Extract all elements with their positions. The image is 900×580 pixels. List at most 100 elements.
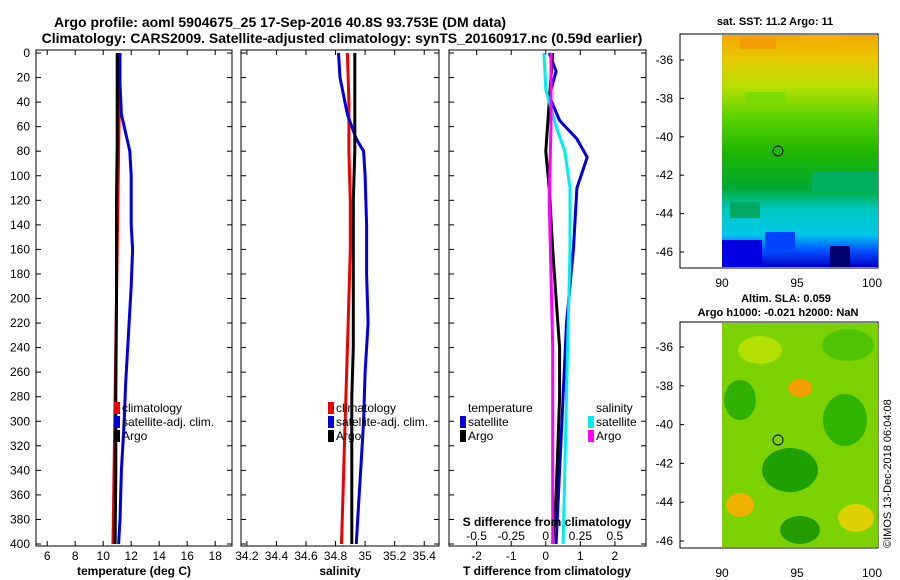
depth-tick-label: 300 — [10, 414, 30, 428]
depth-tick-label: 160 — [10, 242, 30, 256]
sla-patch — [823, 394, 867, 446]
sla-patch — [838, 504, 874, 532]
sla-patch — [780, 516, 820, 544]
map-y-tick-label: -40 — [656, 418, 674, 432]
sla-map-title1: Altim. SLA: 0.059 — [741, 293, 831, 305]
legend-label-s-satellite: satellite — [596, 415, 637, 429]
depth-tick-label: 320 — [10, 439, 30, 453]
depth-tick-label: 200 — [10, 292, 30, 306]
depth-tick-label: 400 — [10, 537, 30, 551]
figure-title-line1: Argo profile: aoml 5904675_25 17-Sep-201… — [54, 14, 506, 30]
map-x-tick-label: 100 — [862, 566, 882, 580]
map-y-tick-label: -36 — [656, 53, 674, 67]
map-x-tick-label: 90 — [715, 276, 729, 290]
legend-title-temperature: temperature — [468, 401, 533, 415]
sla-patch — [788, 379, 812, 397]
sst-warm-patch — [740, 35, 776, 49]
sla-patch — [726, 493, 754, 517]
sst-map-y-axis: -36 -38 -40 -42 -44 -46 — [656, 53, 684, 259]
s-diff-tick-label: -0.25 — [498, 529, 526, 543]
imos-credit: ©IMOS 13-Dec-2018 06:04:08 — [882, 399, 894, 548]
sst-map-x-axis: 90 95 100 — [715, 276, 882, 290]
series-line-satellite-adj-clim- — [117, 53, 135, 545]
difference-series — [542, 52, 589, 545]
s-diff-tick-label: 0 — [542, 529, 549, 543]
x-tick-label: 2 — [612, 549, 619, 563]
series-line-climatology — [340, 52, 352, 545]
depth-tick-label: 240 — [10, 341, 30, 355]
map-x-tick-label: 95 — [790, 566, 804, 580]
depth-tick-label: 140 — [10, 218, 30, 232]
legend-title-salinity: salinity — [596, 401, 633, 415]
x-tick-label: 16 — [181, 549, 195, 563]
salinity-difference-x-axis: -0.5 -0.25 0 0.25 0.5 — [466, 529, 623, 543]
x-tick-label: 0 — [542, 549, 549, 563]
series-line-argo — [350, 53, 357, 544]
legend-label-t-argo: Argo — [468, 429, 494, 443]
salinity-panel-frame — [240, 49, 440, 547]
sla-patch — [724, 380, 756, 420]
depth-tick-label: 0 — [23, 46, 30, 60]
figure-title-line2: Climatology: CARS2009. Satellite-adjuste… — [42, 30, 643, 46]
legend-swatch-climatology — [114, 402, 120, 414]
sst-argo-location-marker — [772, 145, 784, 157]
depth-tick-label: 260 — [10, 365, 30, 379]
temperature-legend: climatology satellite-adj. clim. Argo — [114, 401, 214, 443]
s-diff-tick-label: 0.5 — [607, 529, 624, 543]
x-tick-label: 10 — [97, 549, 111, 563]
depth-tick-label: 80 — [17, 144, 31, 158]
map-x-tick-label: 95 — [790, 276, 804, 290]
legend-label-satellite: satellite-adj. clim. — [122, 415, 214, 429]
map-y-tick-label: -46 — [656, 245, 674, 259]
sla-map-x-axis: 90 95 100 — [715, 566, 882, 580]
map-y-tick-label: -46 — [656, 534, 674, 548]
sst-teal-patch — [812, 172, 878, 192]
map-y-tick-label: -42 — [656, 456, 674, 470]
sst-warm-patch — [800, 36, 840, 46]
x-tick-label: -1 — [506, 549, 517, 563]
depth-tick-label: 340 — [10, 463, 30, 477]
depth-tick-label: 280 — [10, 390, 30, 404]
x-tick-label: 12 — [125, 549, 139, 563]
legend-swatch-climatology — [328, 402, 334, 414]
sla-map-title2: Argo h1000: -0.021 h2000: NaN — [698, 307, 859, 319]
legend-swatch-argo — [328, 430, 334, 442]
series-line-s-argo — [547, 53, 555, 544]
depth-tick-label: 40 — [17, 95, 31, 109]
x-tick-label: 35 — [358, 549, 372, 563]
x-tick-label: 34.6 — [294, 549, 318, 563]
x-tick-label: 18 — [209, 549, 223, 563]
legend-label-argo: Argo — [336, 429, 362, 443]
sst-teal-patch — [730, 202, 760, 218]
x-tick-label: 34.2 — [235, 549, 259, 563]
map-y-tick-label: -44 — [656, 495, 674, 509]
x-tick-label: 34.4 — [265, 549, 289, 563]
legend-swatch-satellite — [328, 416, 334, 428]
sla-map-patches — [724, 329, 874, 544]
legend-label-climatology: climatology — [336, 401, 396, 415]
difference-x-axis: -2 -1 0 1 2 — [471, 50, 619, 563]
legend-label-climatology: climatology — [122, 401, 182, 415]
temperature-xlabel: temperature (deg C) — [77, 564, 191, 578]
x-tick-label: 14 — [153, 549, 167, 563]
sla-argo-location-marker — [772, 434, 784, 446]
x-tick-label: 35.4 — [413, 549, 437, 563]
sla-patch — [738, 336, 782, 364]
sla-patch — [822, 329, 874, 361]
map-y-tick-label: -42 — [656, 168, 674, 182]
sst-map-patches — [722, 35, 878, 267]
x-tick-label: 34.8 — [324, 549, 348, 563]
sst-map-field — [722, 35, 878, 267]
s-diff-tick-label: 0.25 — [569, 529, 593, 543]
series-line-satellite-adj-clim- — [337, 52, 370, 545]
map-y-tick-label: -44 — [656, 207, 674, 221]
legend-swatch-t-satellite — [460, 416, 466, 428]
x-tick-label: 35.2 — [383, 549, 407, 563]
sst-map-title: sat. SST: 11.2 Argo: 11 — [717, 16, 833, 28]
legend-label-s-argo: Argo — [596, 429, 622, 443]
depth-tick-label: 180 — [10, 267, 30, 281]
x-tick-label: -2 — [471, 549, 482, 563]
legend-swatch-t-argo — [460, 430, 466, 442]
salinity-difference-xlabel: S difference from climatology — [463, 515, 632, 529]
temperature-series — [111, 52, 135, 545]
